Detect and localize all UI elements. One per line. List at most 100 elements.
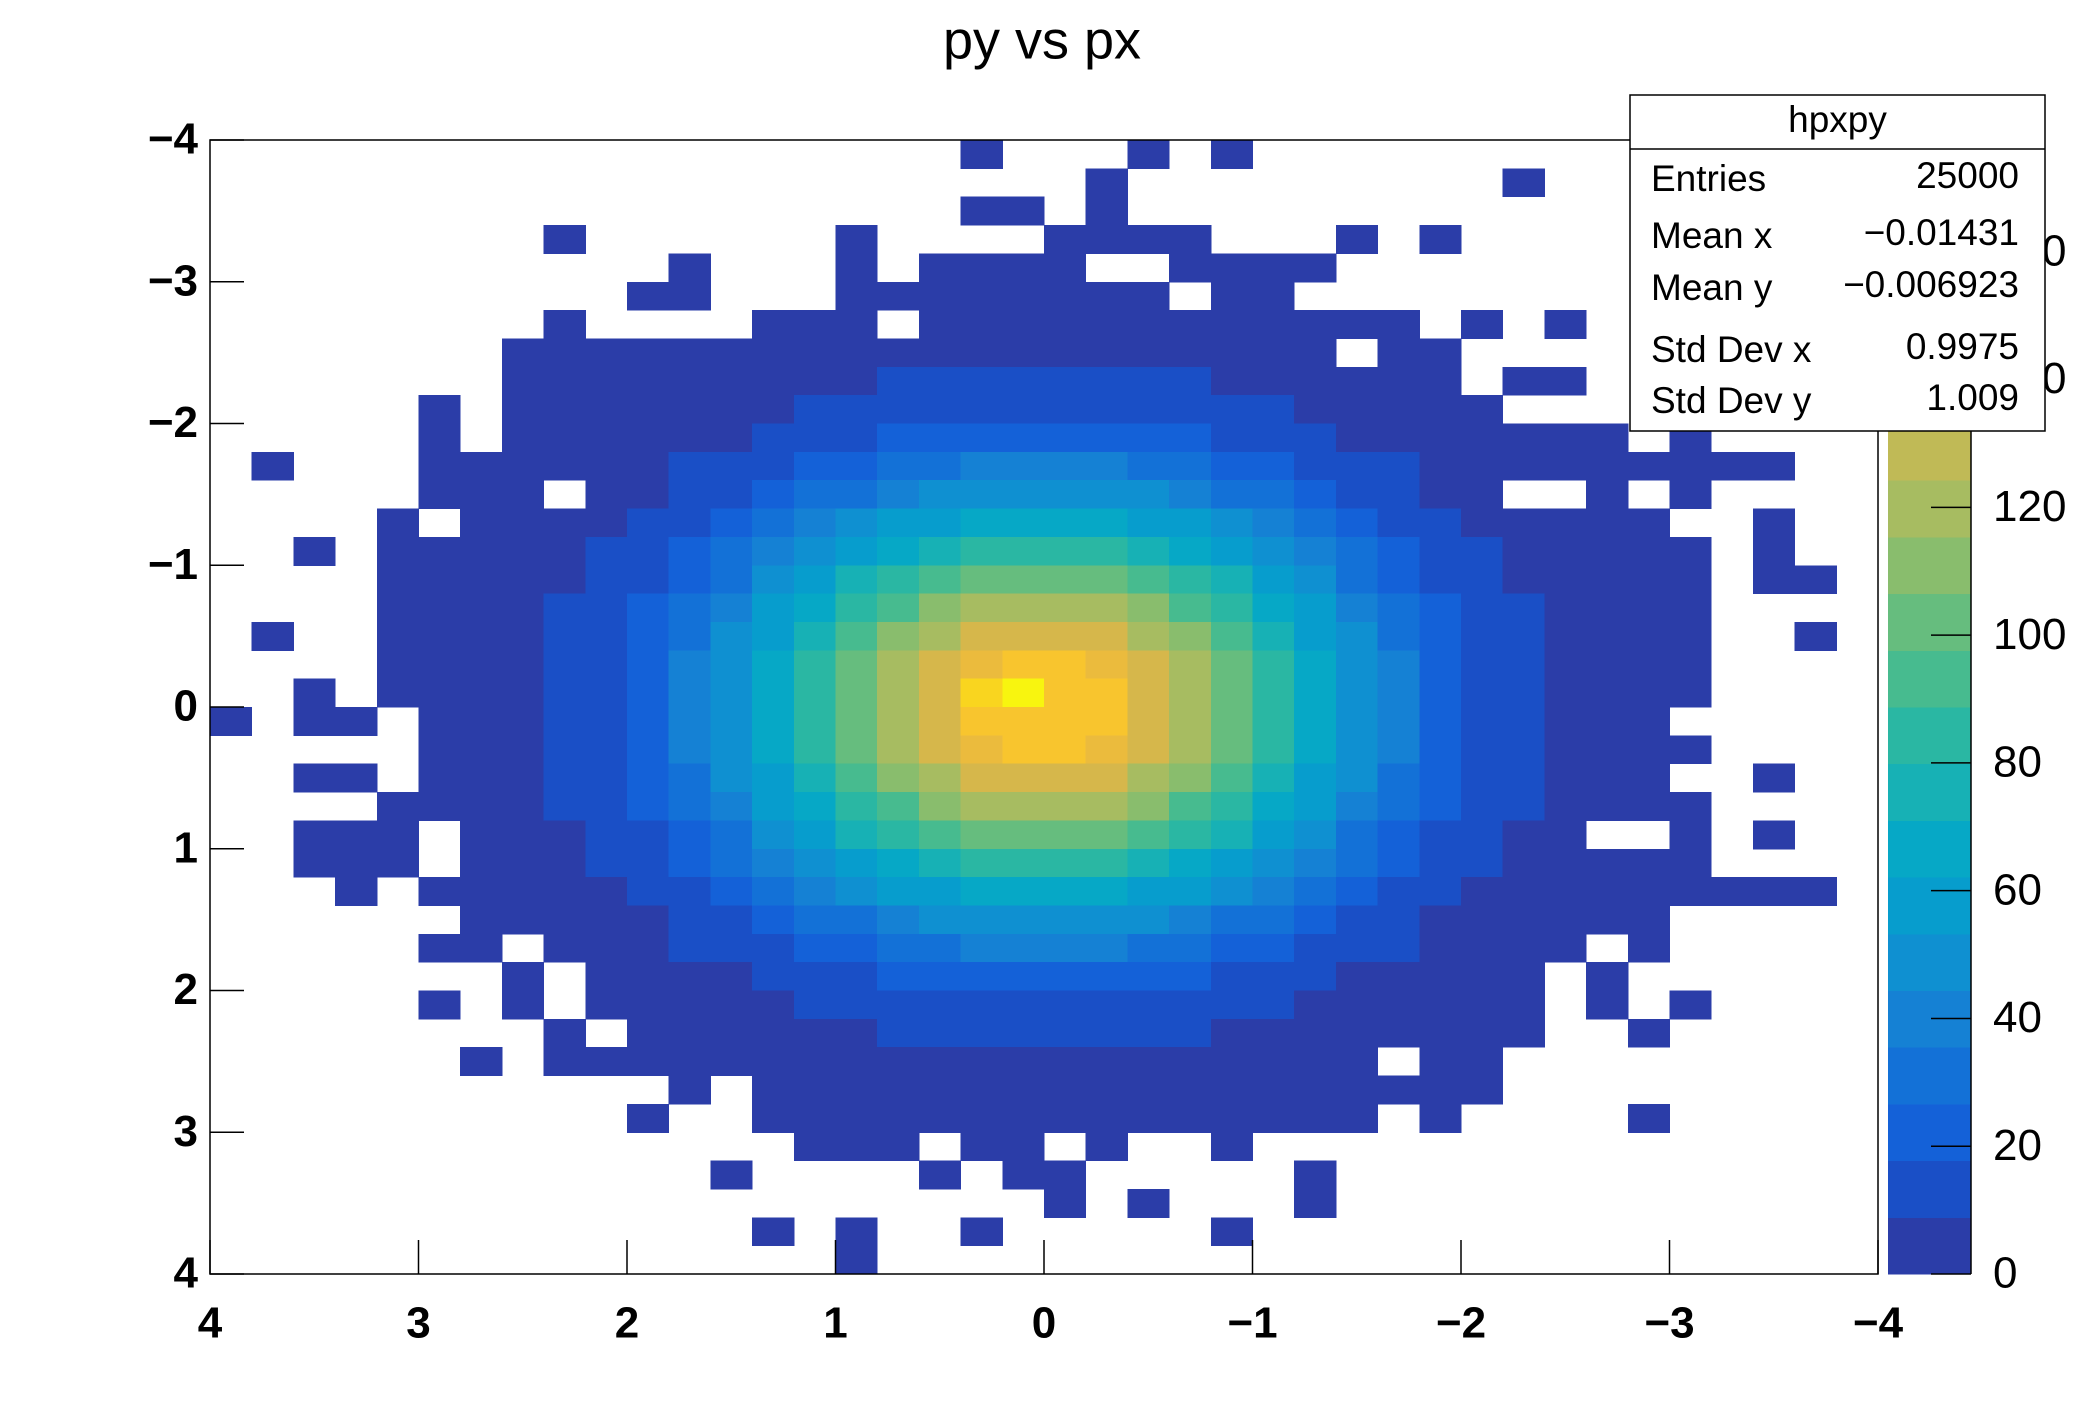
heatmap-cell xyxy=(1627,536,1670,566)
heatmap-cell xyxy=(1085,366,1128,396)
heatmap-cell xyxy=(835,707,878,736)
heatmap-cell xyxy=(710,395,753,424)
heatmap-cell xyxy=(877,565,920,595)
heatmap-cell xyxy=(1294,877,1337,906)
heatmap-cell xyxy=(1127,678,1170,708)
heatmap-cell xyxy=(1335,225,1379,254)
heatmap-cell xyxy=(1169,621,1212,651)
z-tick-label: 40 xyxy=(1993,993,2042,1042)
heatmap-cell xyxy=(1377,508,1420,538)
heatmap-cell xyxy=(1669,792,1712,821)
heatmap-cell xyxy=(668,962,711,991)
z-tick-label: 80 xyxy=(1993,738,2042,787)
heatmap-cell xyxy=(793,395,836,424)
heatmap-cell xyxy=(1544,536,1587,566)
heatmap-cell xyxy=(710,905,753,935)
heatmap-cell xyxy=(835,678,878,708)
heatmap-cell xyxy=(1544,905,1587,935)
x-tick-label: 4 xyxy=(198,1299,223,1348)
heatmap-cell xyxy=(1169,707,1212,736)
heatmap-cell xyxy=(1294,508,1337,538)
heatmap-cell xyxy=(460,650,503,680)
heatmap-cell xyxy=(960,536,1003,566)
heatmap-cell xyxy=(918,1075,962,1105)
heatmap-cell xyxy=(1669,536,1712,566)
heatmap-cell xyxy=(501,565,545,595)
heatmap-cell xyxy=(585,905,628,935)
y-tick-label: 3 xyxy=(174,1107,198,1156)
heatmap-cell xyxy=(1085,338,1128,368)
heatmap-cell xyxy=(960,820,1003,850)
heatmap-cell xyxy=(1419,536,1462,566)
heatmap-cell xyxy=(918,735,962,765)
heatmap-cell xyxy=(1252,593,1295,623)
heatmap-cell xyxy=(710,763,753,793)
heatmap-cell xyxy=(1002,990,1045,1020)
heatmap-cell xyxy=(627,1018,670,1048)
heatmap-cell xyxy=(877,650,920,680)
heatmap-cell xyxy=(1252,281,1295,311)
heatmap-cell xyxy=(501,905,545,935)
heatmap-cell xyxy=(1169,310,1212,339)
heatmap-cell xyxy=(627,565,670,595)
heatmap-cell xyxy=(835,848,878,878)
heatmap-cell xyxy=(1502,451,1545,481)
heatmap-cell xyxy=(1544,735,1587,765)
heatmap-cell xyxy=(877,395,920,424)
heatmap-cell xyxy=(1752,451,1796,481)
heatmap-cell xyxy=(752,990,795,1020)
heatmap-cell xyxy=(918,480,962,510)
heatmap-cell xyxy=(460,593,503,623)
heatmap-cell xyxy=(1461,310,1504,339)
heatmap-cell xyxy=(1335,451,1379,481)
heatmap-cell xyxy=(543,820,586,850)
y-tick-label: 0 xyxy=(174,682,198,731)
heatmap-cell xyxy=(1210,366,1253,396)
heatmap-cell xyxy=(668,593,711,623)
heatmap-cell xyxy=(1169,338,1212,368)
heatmap-cell xyxy=(1752,565,1796,595)
heatmap-cell xyxy=(1044,962,1087,991)
heatmap-cell xyxy=(1169,423,1212,453)
heatmap-cell xyxy=(1419,735,1462,765)
heatmap-cell xyxy=(1085,536,1128,566)
heatmap-cell xyxy=(1461,451,1504,481)
heatmap-cell xyxy=(585,1047,628,1077)
heatmap-cell xyxy=(501,650,545,680)
heatmap-cell xyxy=(835,792,878,821)
heatmap-cell xyxy=(668,1018,711,1048)
heatmap-cell xyxy=(1461,1047,1504,1077)
heatmap-cell xyxy=(710,678,753,708)
heatmap-cell xyxy=(460,763,503,793)
heatmap-cell xyxy=(1544,508,1587,538)
heatmap-cell xyxy=(1044,990,1087,1020)
heatmap-cell xyxy=(1377,707,1420,736)
heatmap-cell xyxy=(793,593,836,623)
heatmap-cell xyxy=(1377,763,1420,793)
heatmap-cell xyxy=(627,763,670,793)
heatmap-cell xyxy=(1502,962,1545,991)
heatmap-cell xyxy=(1085,508,1128,538)
heatmap-cell xyxy=(1586,735,1629,765)
heatmap-cell xyxy=(1127,140,1170,169)
heatmap-cell xyxy=(835,536,878,566)
heatmap-cell xyxy=(1586,650,1629,680)
heatmap-cell xyxy=(1377,536,1420,566)
heatmap-cell xyxy=(1127,820,1170,850)
heatmap-cell xyxy=(710,1018,753,1048)
heatmap-cell xyxy=(1461,508,1504,538)
heatmap-cell xyxy=(793,451,836,481)
heatmap-cell xyxy=(1627,933,1670,963)
heatmap-cell xyxy=(668,990,711,1020)
heatmap-cell xyxy=(1044,707,1087,736)
heatmap-cell xyxy=(1127,707,1170,736)
heatmap-cell xyxy=(1335,877,1379,906)
heatmap-cell xyxy=(1419,1103,1462,1133)
heatmap-cell xyxy=(1586,480,1629,510)
heatmap-cell xyxy=(1127,395,1170,424)
heatmap-cell xyxy=(1169,735,1212,765)
heatmap-cell xyxy=(1335,1018,1379,1048)
heatmap-cell xyxy=(418,650,461,680)
heatmap-cell xyxy=(460,621,503,651)
